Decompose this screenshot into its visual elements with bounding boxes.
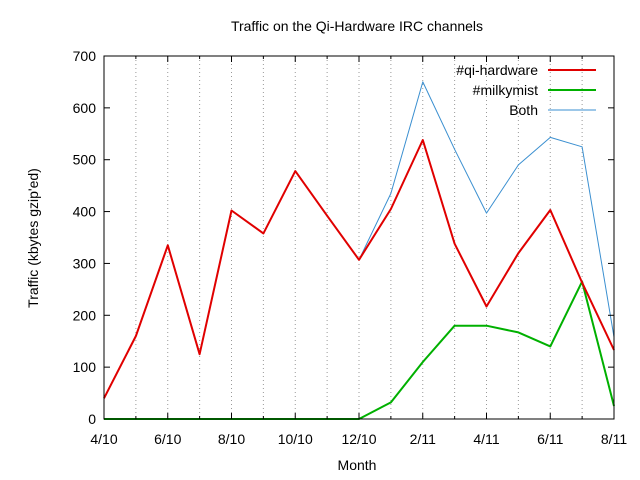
axis-ticks: 0 100 200 300 400 500 600 700 4/10 6/10 8/10 10/10 1…	[73, 48, 628, 447]
legend-label: Both	[509, 102, 538, 118]
x-tick-label: 2/11	[410, 431, 436, 447]
legend-label: #milkymist	[473, 82, 538, 98]
y-tick-label: 600	[73, 100, 97, 116]
chart-title: Traffic on the Qi-Hardware IRC channels	[231, 18, 483, 34]
y-axis-label: Traffic (kbytes gzip'ed)	[25, 168, 41, 308]
x-tick-label: 8/11	[601, 431, 627, 447]
x-tick-label: 12/10	[341, 431, 376, 447]
x-tick-label: 8/10	[218, 431, 245, 447]
y-tick-label: 400	[73, 204, 97, 220]
x-tick-label: 10/10	[278, 431, 313, 447]
grid-lines	[135, 56, 583, 419]
x-tick-label: 4/11	[473, 431, 499, 447]
series-line-qihardware	[103, 139, 615, 399]
y-tick-label: 300	[73, 255, 97, 271]
legend: #qi-hardware #milkymist Both	[456, 62, 596, 118]
y-tick-label: 100	[73, 359, 97, 375]
x-tick-label: 4/10	[90, 431, 117, 447]
y-tick-label: 500	[73, 152, 97, 168]
series-line-milkymist	[104, 280, 615, 420]
y-tick-label: 700	[73, 48, 97, 64]
legend-label: #qi-hardware	[456, 62, 538, 78]
y-tick-label: 200	[73, 307, 97, 323]
x-tick-label: 6/10	[154, 431, 181, 447]
x-axis-label: Month	[338, 457, 377, 473]
y-tick-label: 0	[88, 411, 96, 427]
x-tick-label: 6/11	[537, 431, 563, 447]
